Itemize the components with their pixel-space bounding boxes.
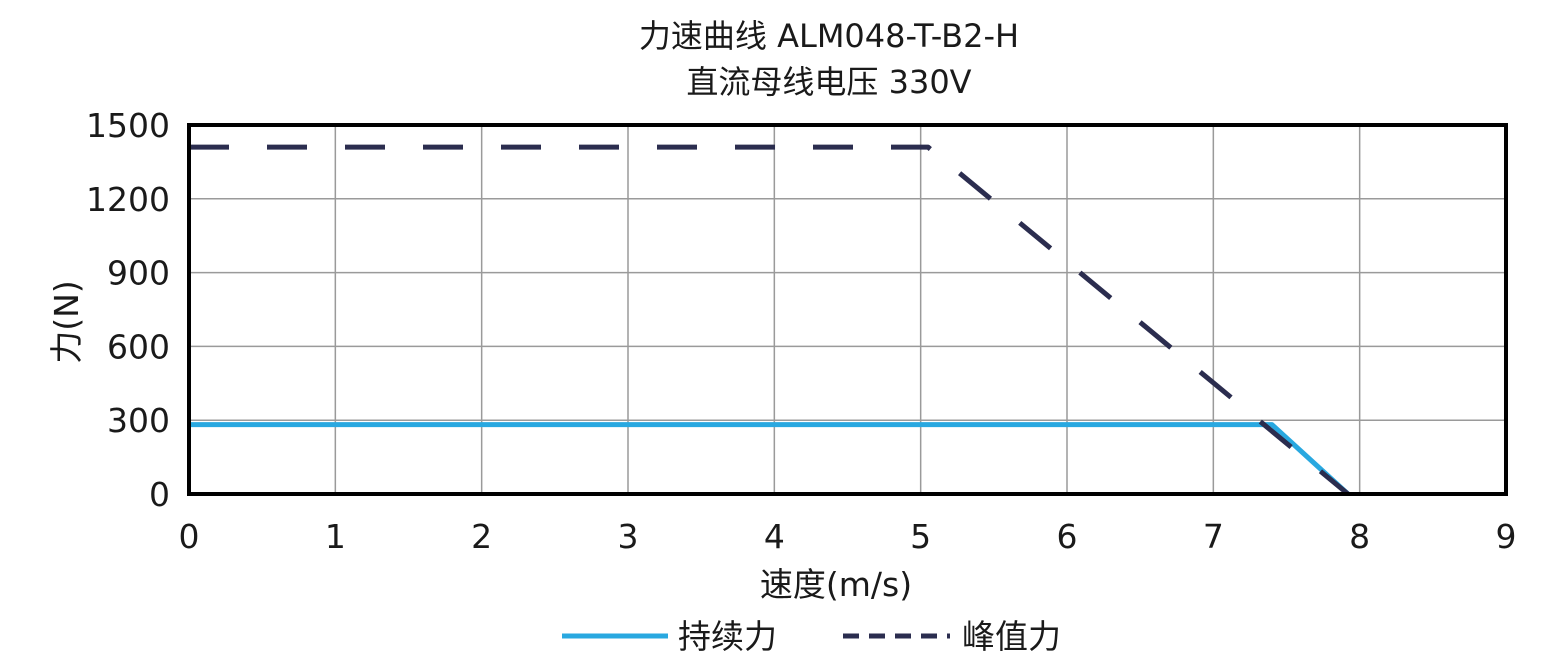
x-tick-label: 2: [471, 517, 492, 556]
x-tick-labels: 0 1 2 3 4 5 6 7 8 9: [179, 517, 1517, 556]
x-tick-label: 7: [1203, 517, 1224, 556]
x-axis-label: 速度(m/s): [760, 565, 912, 604]
x-tick-label: 6: [1057, 517, 1078, 556]
legend-label-continuous: 持续力: [678, 617, 777, 656]
y-tick-label: 900: [107, 254, 170, 293]
series-line-peak: [189, 144, 1350, 496]
chart-title: 力速曲线 ALM048-T-B2-H: [639, 17, 1019, 55]
y-tick-labels: 0 300 600 900 1200 1500: [86, 106, 170, 514]
x-tick-label: 8: [1349, 517, 1370, 556]
x-tick-label: 3: [618, 517, 639, 556]
x-tick-label: 1: [325, 517, 346, 556]
y-tick-label: 300: [107, 401, 170, 440]
x-tick-label: 9: [1496, 517, 1517, 556]
grid: [189, 125, 1506, 494]
x-tick-label: 5: [910, 517, 931, 556]
plot-frame: [187, 123, 1508, 496]
y-tick-label: 0: [149, 475, 170, 514]
chart-subtitle: 直流母线电压 330V: [686, 63, 971, 101]
series-line-continuous: [189, 422, 1350, 496]
legend: 持续力 峰值力: [562, 617, 1061, 656]
x-tick-label: 0: [179, 517, 200, 556]
y-tick-label: 600: [107, 327, 170, 366]
series-group: [189, 144, 1350, 496]
y-tick-label: 1200: [86, 180, 170, 219]
legend-label-peak: 峰值力: [962, 617, 1061, 656]
y-tick-label: 1500: [86, 106, 170, 145]
x-tick-label: 4: [764, 517, 785, 556]
y-axis-label: 力(N): [47, 280, 86, 363]
